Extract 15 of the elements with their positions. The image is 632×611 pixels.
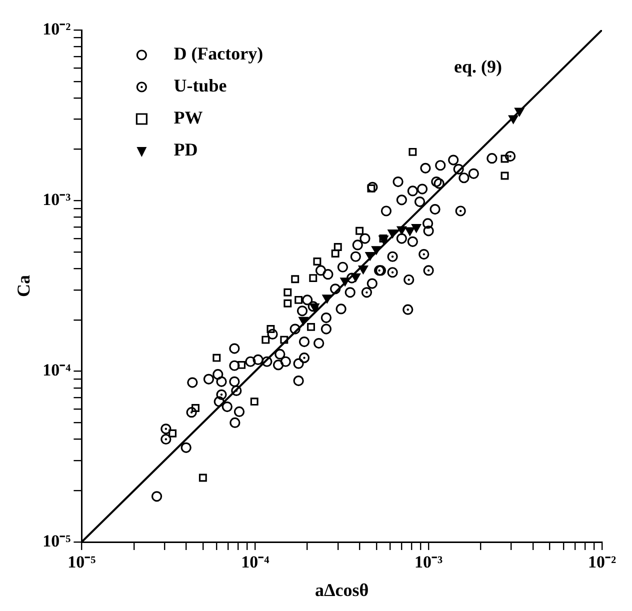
x-tick-label: 10⁻⁴ [241,552,270,572]
y-tick-label: 10⁻⁴ [42,360,71,380]
x-tick-label: 10⁻⁵ [68,552,96,572]
legend-label: PD [174,140,198,160]
x-tick-label: 10⁻² [588,552,616,572]
y-tick-label: 10⁻⁵ [42,531,71,550]
y-tick-label: 10⁻³ [42,190,71,210]
y-tick-label: 10⁻² [42,19,71,38]
y-axis-title: Ca [13,275,34,297]
legend-label: D (Factory) [174,44,264,64]
annotation: eq. (9) [454,56,502,77]
legend-label: PW [174,108,203,128]
x-axis-title: aΔcosθ [315,580,369,600]
legend-label: U-tube [174,76,227,96]
x-tick-label: 10⁻³ [414,552,443,572]
